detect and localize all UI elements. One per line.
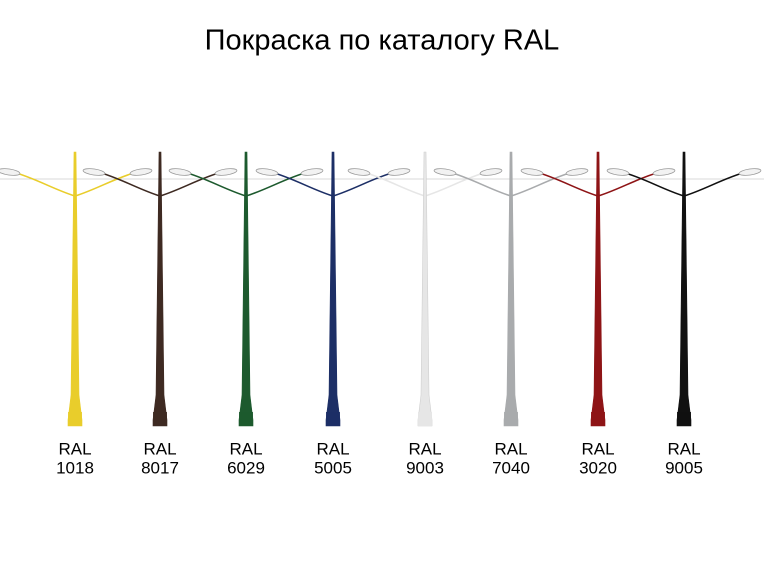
pole-arm xyxy=(621,171,685,197)
lamp xyxy=(82,168,106,176)
pole-label: RAL xyxy=(408,439,441,458)
pole-arm xyxy=(535,171,599,197)
pole-shaft xyxy=(417,151,433,427)
lamp xyxy=(387,168,411,176)
pole-base xyxy=(239,412,253,426)
lamp xyxy=(214,168,238,176)
pole-label: RAL xyxy=(229,439,262,458)
pole-base xyxy=(153,412,167,426)
lamp xyxy=(738,168,762,176)
pole-base xyxy=(68,412,82,426)
lamp xyxy=(520,168,544,176)
pole-code: 6029 xyxy=(227,458,265,477)
pole-label: RAL xyxy=(316,439,349,458)
pole-shaft xyxy=(503,151,519,427)
pole-arm xyxy=(597,171,661,197)
pole-shaft xyxy=(238,151,254,427)
lamp xyxy=(433,168,457,176)
pole-base xyxy=(504,412,518,426)
pole-arm xyxy=(245,171,309,197)
slide-title: Покраска по каталогу RAL xyxy=(205,25,560,57)
lamp xyxy=(300,168,324,176)
pole-code: 5005 xyxy=(314,458,352,477)
lamp xyxy=(565,168,589,176)
pole-arm xyxy=(510,171,574,197)
pole-arm xyxy=(270,171,334,197)
pole-base xyxy=(677,412,691,426)
lamp xyxy=(479,168,503,176)
pole-shaft xyxy=(67,151,83,427)
pole-arm xyxy=(97,171,161,197)
pole-label: RAL xyxy=(494,439,527,458)
pole-arm xyxy=(12,171,76,197)
pole-arm xyxy=(74,171,138,197)
pole-arm xyxy=(683,171,747,197)
lamp xyxy=(168,168,192,176)
pole-arm xyxy=(424,171,488,197)
pole-label: RAL xyxy=(667,439,700,458)
lamp xyxy=(606,168,630,176)
pole-arm xyxy=(448,171,512,197)
pole-code: 3020 xyxy=(579,458,617,477)
pole-shaft xyxy=(152,151,168,427)
pole-arm xyxy=(159,171,223,197)
pole-code: 1018 xyxy=(56,458,94,477)
pole-shaft xyxy=(676,151,692,427)
pole-label: RAL xyxy=(581,439,614,458)
pole-base xyxy=(418,412,432,426)
pole-code: 9003 xyxy=(406,458,444,477)
pole-code: 9005 xyxy=(665,458,703,477)
pole-shaft xyxy=(590,151,606,427)
lamp xyxy=(0,168,21,176)
lamp xyxy=(652,168,676,176)
lamp xyxy=(347,168,371,176)
lamp xyxy=(129,168,153,176)
pole-code: 7040 xyxy=(492,458,530,477)
pole-base xyxy=(591,412,605,426)
pole-label: RAL xyxy=(143,439,176,458)
pole-code: 8017 xyxy=(141,458,179,477)
pole-base xyxy=(326,412,340,426)
lamp xyxy=(255,168,279,176)
pole-arm xyxy=(183,171,247,197)
pole-shaft xyxy=(325,151,341,427)
pole-label: RAL xyxy=(58,439,91,458)
